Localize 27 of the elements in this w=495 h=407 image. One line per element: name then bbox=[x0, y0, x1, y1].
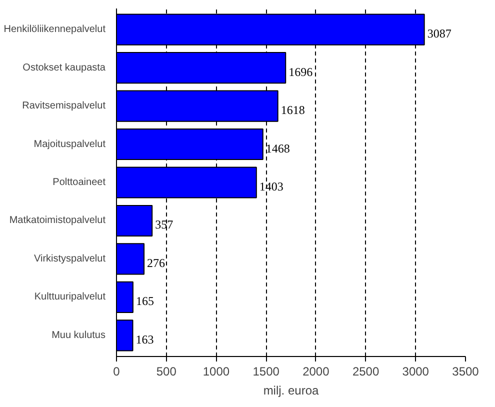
y-tick-label: Kulttuuripalvelut bbox=[34, 292, 106, 303]
y-tick-label: Matkatoimistopalvelut bbox=[9, 215, 106, 226]
x-tick-label: 1000 bbox=[202, 364, 230, 378]
x-tick-label: 3000 bbox=[402, 364, 430, 378]
y-tick-label: Ostokset kaupasta bbox=[22, 62, 106, 74]
data-label: 1618 bbox=[280, 103, 305, 118]
data-label: 357 bbox=[155, 218, 174, 232]
data-label: 165 bbox=[136, 294, 154, 308]
y-tick-label: Henkilöliikennepalvelut bbox=[4, 24, 106, 36]
data-label: 3087 bbox=[427, 26, 452, 41]
data-label: 1696 bbox=[288, 64, 313, 79]
x-tick-label: 500 bbox=[156, 364, 177, 378]
y-tick-label: Ravitsemispalvelut bbox=[22, 100, 106, 112]
data-label: 163 bbox=[136, 332, 154, 346]
y-tick-label: Virkistyspalvelut bbox=[34, 253, 106, 264]
data-label: 276 bbox=[147, 256, 166, 270]
x-tick-label: 1500 bbox=[252, 364, 280, 378]
x-tick-label: 2000 bbox=[302, 364, 330, 378]
x-tick-label: 2500 bbox=[352, 364, 380, 378]
data-label: 1468 bbox=[266, 141, 290, 156]
data-label: 1403 bbox=[259, 180, 284, 194]
y-tick-label: Muu kulutus bbox=[52, 330, 106, 341]
x-tick-label: 3500 bbox=[452, 364, 480, 378]
x-axis-title: milj. euroa bbox=[263, 384, 320, 398]
y-tick-label: Majoituspalvelut bbox=[34, 138, 106, 150]
x-tick-label: 0 bbox=[113, 364, 120, 378]
y-tick-label: Polttoaineet bbox=[52, 177, 106, 188]
